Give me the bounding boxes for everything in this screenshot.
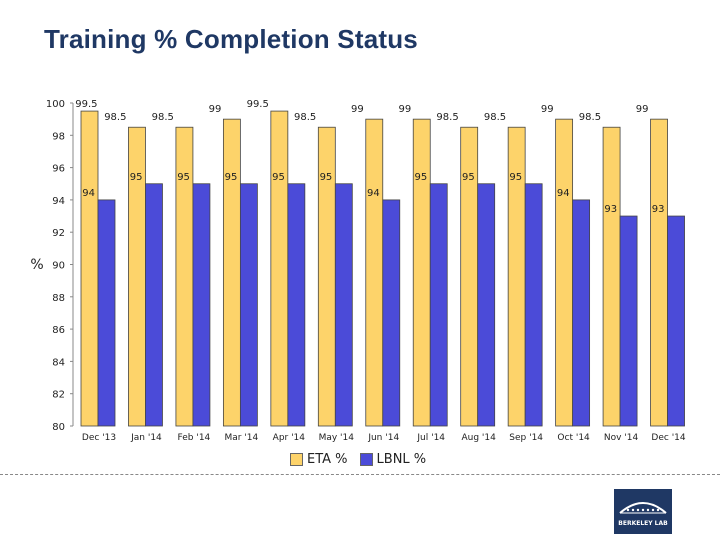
footer-divider <box>0 474 720 475</box>
y-tick-label: 100 <box>46 99 65 110</box>
chart-title: Training % Completion Status <box>44 24 418 54</box>
data-label-lbnl: 95 <box>225 172 238 183</box>
data-label-lbnl: 94 <box>557 188 570 199</box>
bar-lbnl <box>429 183 448 427</box>
legend-swatch-eta <box>290 453 303 466</box>
y-tick-label: 92 <box>52 228 65 239</box>
bar-eta <box>412 118 431 427</box>
x-tick-label: Dec '13 <box>82 433 116 443</box>
y-axis-label: % <box>30 257 43 273</box>
data-label-eta: 99.5 <box>247 99 269 110</box>
y-tick-label: 88 <box>52 293 65 304</box>
x-tick-label: Jun '14 <box>367 433 399 443</box>
y-tick-label: 96 <box>52 164 65 175</box>
x-tick-label: May '14 <box>319 433 355 443</box>
data-label-lbnl: 95 <box>509 172 522 183</box>
x-tick-label: Sep '14 <box>509 433 543 443</box>
y-tick-label: 86 <box>52 325 65 336</box>
x-tick-label: Nov '14 <box>604 433 639 443</box>
legend-item-eta: ETA % <box>290 452 348 467</box>
data-label-lbnl: 95 <box>320 172 333 183</box>
data-label-eta: 99 <box>351 104 364 115</box>
chart-legend: ETA % LBNL % <box>290 452 438 467</box>
data-label-eta: 98.5 <box>436 112 458 123</box>
x-tick-label: Jan '14 <box>130 433 162 443</box>
x-tick-label: Apr '14 <box>273 433 306 443</box>
x-tick-label: Dec '14 <box>651 433 685 443</box>
bar-lbnl <box>239 183 258 427</box>
data-label-eta: 98.5 <box>152 112 174 123</box>
bar-lbnl <box>619 215 638 427</box>
bar-eta <box>80 110 99 427</box>
legend-swatch-lbnl <box>359 453 373 466</box>
y-tick-label: 80 <box>52 422 65 433</box>
data-label-lbnl: 95 <box>462 172 475 183</box>
x-tick-label: Aug '14 <box>462 433 497 443</box>
data-label-eta: 99 <box>636 104 649 115</box>
data-label-eta: 99.5 <box>75 99 97 110</box>
chart-bars <box>80 110 685 427</box>
data-label-lbnl: 95 <box>272 172 285 183</box>
bar-lbnl <box>572 199 591 427</box>
bar-lbnl <box>97 199 116 427</box>
y-tick-label: 90 <box>52 261 65 272</box>
berkeley-lab-logo: BERKELEY LAB <box>614 489 672 534</box>
data-label-lbnl: 93 <box>604 204 617 215</box>
data-label-lbnl: 93 <box>652 204 665 215</box>
bar-lbnl <box>334 183 353 427</box>
data-label-eta: 99 <box>541 104 554 115</box>
data-label-lbnl: 94 <box>82 188 95 199</box>
bar-eta <box>602 126 621 427</box>
bar-eta <box>365 118 384 427</box>
y-tick-label: 98 <box>52 131 65 142</box>
bar-lbnl <box>192 183 211 427</box>
data-label-lbnl: 94 <box>367 188 380 199</box>
bar-lbnl <box>145 183 163 427</box>
bar-eta <box>650 118 668 427</box>
bar-eta <box>270 110 289 427</box>
chart-axes: 80 82 84 86 88 90 92 94 96 98 100% Dec '13 Jan '14 Fe… <box>30 99 686 443</box>
x-tick-label: Oct '14 <box>557 433 590 443</box>
legend-label-eta: ETA % <box>307 452 348 467</box>
x-tick-label: Jul '14 <box>416 433 445 443</box>
data-label-lbnl: 95 <box>130 172 143 183</box>
y-tick-label: 84 <box>52 357 65 368</box>
x-tick-label: Feb '14 <box>178 433 211 443</box>
data-label-eta: 98.5 <box>104 112 126 123</box>
legend-label-lbnl: LBNL % <box>376 452 427 467</box>
y-tick-label: 82 <box>52 390 65 401</box>
bar-lbnl <box>477 183 496 427</box>
bar-eta <box>555 118 574 427</box>
logo-text: BERKELEY LAB <box>618 520 668 527</box>
bar-lbnl <box>524 183 543 427</box>
data-label-lbnl: 95 <box>177 172 190 183</box>
bar-lbnl <box>382 199 401 427</box>
data-label-eta: 98.5 <box>484 112 506 123</box>
data-label-lbnl: 95 <box>414 172 427 183</box>
data-label-eta: 98.5 <box>579 112 601 123</box>
chart-data-labels: 99.5 94 98.5 95 98.5 95 99 95 99.5 95 98.5 95 99 94 99… <box>75 99 664 215</box>
y-tick-label: 94 <box>52 196 65 207</box>
data-label-eta: 98.5 <box>294 112 316 123</box>
x-tick-label: Mar '14 <box>224 433 258 443</box>
legend-item-lbnl: LBNL % <box>359 452 427 467</box>
bar-lbnl <box>287 183 306 427</box>
data-label-eta: 99 <box>209 104 222 115</box>
bar-lbnl <box>667 215 685 427</box>
data-label-eta: 99 <box>398 104 411 115</box>
bar-eta <box>222 118 241 427</box>
lab-building-icon <box>619 502 667 514</box>
